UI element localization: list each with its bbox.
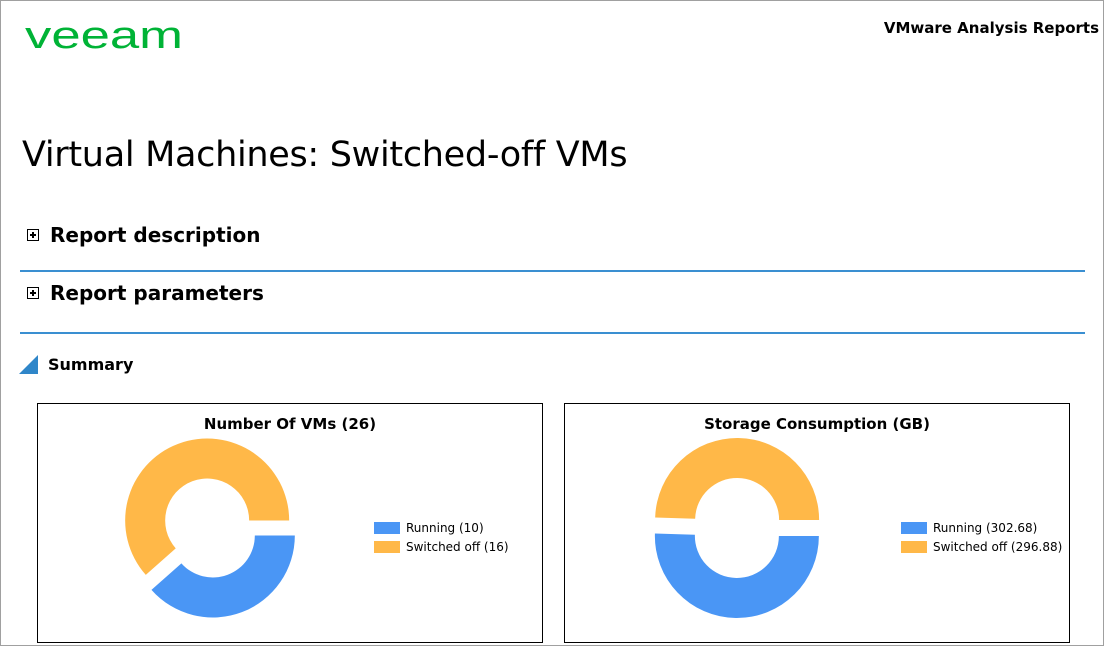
expand-plus-icon[interactable] <box>27 229 39 241</box>
legend-item-switched-off: Switched off (296.88) <box>901 537 1062 556</box>
section-divider <box>20 270 1085 272</box>
chart-title: Number Of VMs (26) <box>203 415 377 433</box>
veeam-logo: veeam <box>25 17 183 53</box>
chart-panel-storage: Storage Consumption (GB) Running (302.68… <box>564 403 1070 643</box>
report-parameters-toggle[interactable]: Report parameters <box>27 281 264 305</box>
summary-label[interactable]: Summary <box>48 355 134 374</box>
slice-switched-off <box>125 438 290 575</box>
donut-chart <box>654 438 820 618</box>
product-name: VMware Analysis Reports <box>883 19 1099 37</box>
legend-item-running: Running (302.68) <box>901 518 1062 537</box>
summary-toggle[interactable]: Summary <box>19 355 133 374</box>
legend-swatch-switched-off <box>901 540 927 553</box>
report-description-toggle[interactable]: Report description <box>27 223 260 247</box>
chart-panel-vms: Number Of VMs (26) Running (10) Switched… <box>37 403 543 643</box>
legend-swatch-switched-off <box>374 540 400 553</box>
legend-label: Switched off (16) <box>406 539 509 554</box>
donut-chart <box>125 438 295 618</box>
page-title: Virtual Machines: Switched-off VMs <box>22 135 628 175</box>
legend-label: Switched off (296.88) <box>933 539 1063 554</box>
svg-text:veeam: veeam <box>25 17 183 53</box>
legend-swatch-running <box>374 521 400 534</box>
legend-item-running: Running (10) <box>374 518 509 537</box>
legend-label: Running (10) <box>406 520 484 535</box>
report-parameters-label[interactable]: Report parameters <box>50 281 264 305</box>
slice-switched-off <box>655 438 820 521</box>
collapse-triangle-icon[interactable] <box>19 355 38 374</box>
slice-running <box>654 533 819 618</box>
legend-label: Running (302.68) <box>933 520 1038 535</box>
slice-running <box>151 535 295 618</box>
chart-legend: Running (302.68) Switched off (296.88) <box>901 518 1062 556</box>
chart-title: Storage Consumption (GB) <box>704 415 930 433</box>
legend-swatch-running <box>901 521 927 534</box>
section-divider <box>20 332 1085 334</box>
expand-plus-icon[interactable] <box>27 287 39 299</box>
report-description-label[interactable]: Report description <box>50 223 261 247</box>
chart-legend: Running (10) Switched off (16) <box>374 518 509 556</box>
legend-item-switched-off: Switched off (16) <box>374 537 509 556</box>
